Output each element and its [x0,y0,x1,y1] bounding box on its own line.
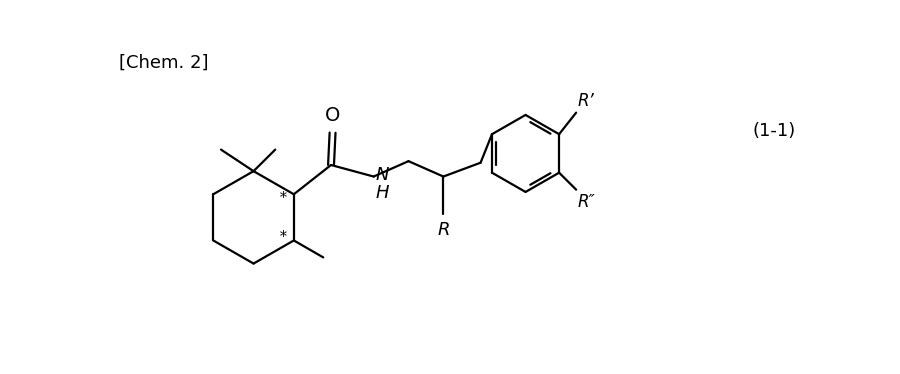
Text: H: H [375,184,389,202]
Text: R’: R’ [578,92,595,110]
Text: [Chem. 2]: [Chem. 2] [119,54,208,72]
Text: R: R [437,221,450,239]
Text: *: * [280,191,287,205]
Text: O: O [325,106,340,125]
Text: R″: R″ [578,193,596,211]
Text: *: * [280,230,287,243]
Text: N: N [375,166,389,184]
Text: (1-1): (1-1) [752,122,796,140]
